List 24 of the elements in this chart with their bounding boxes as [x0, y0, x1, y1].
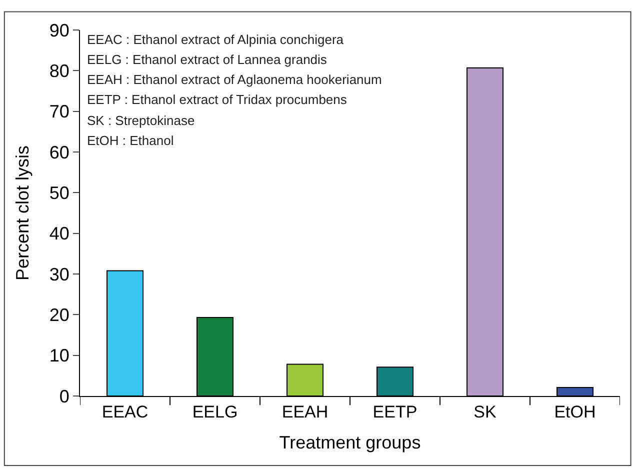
- y-tick-label: 0: [59, 386, 70, 406]
- x-tick-label: SK: [474, 402, 497, 422]
- annotation: EETP : Ethanol extract of Tridax procumbens: [87, 92, 348, 107]
- x-tick-label: EEAH: [282, 402, 328, 422]
- y-tick-label: 90: [49, 20, 70, 40]
- annotation: EELG : Ethanol extract of Lannea grandis: [87, 52, 328, 67]
- y-tick-label: 60: [49, 142, 70, 162]
- y-tick-label: 30: [49, 264, 70, 284]
- y-tick-label: 20: [49, 304, 70, 325]
- annotation: EtOH : Ethanol: [87, 133, 174, 148]
- x-tick-label: EtOH: [554, 402, 596, 422]
- y-tick-label: 10: [49, 346, 70, 366]
- y-tick-label: 80: [49, 60, 70, 81]
- x-axis-title: Treatment groups: [279, 432, 421, 452]
- annotation: EEAH : Ethanol extract of Aglaonema hookerianum: [87, 72, 382, 87]
- y-tick-label: 40: [49, 224, 70, 244]
- x-tick-label: EELG: [192, 402, 238, 422]
- y-tick-label: 70: [49, 102, 70, 122]
- y-axis-title: Percent clot lysis: [12, 145, 33, 281]
- x-tick-label: EETP: [372, 402, 418, 422]
- annotation: EEAC : Ethanol extract of Alpinia conchigera: [87, 32, 344, 47]
- annotation: SK : Streptokinase: [87, 113, 195, 128]
- x-tick-label: EEAC: [102, 402, 148, 422]
- y-tick-label: 50: [49, 182, 70, 203]
